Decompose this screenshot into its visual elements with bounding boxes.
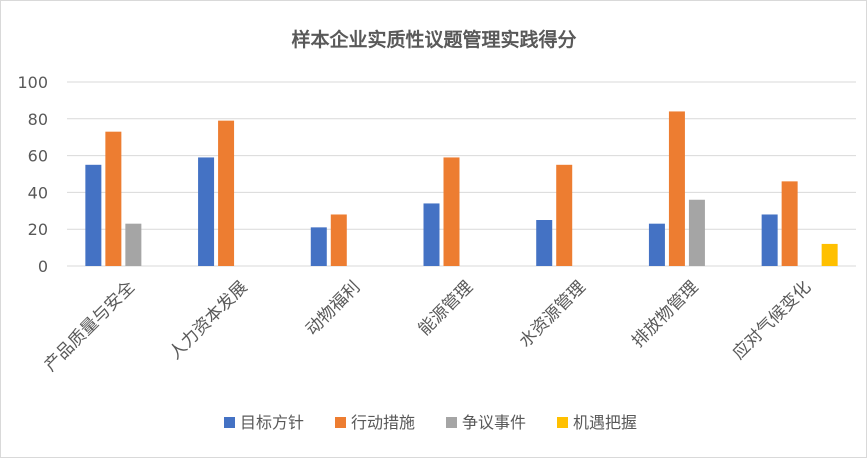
legend-label: 机遇把握	[573, 413, 637, 432]
y-tick-label: 20	[28, 220, 48, 239]
bar-2-2	[218, 120, 235, 266]
legend-item: 目标方针	[224, 413, 304, 432]
bar-2-6	[668, 111, 685, 266]
bar-1-7	[761, 214, 778, 266]
legend-swatch	[446, 417, 457, 428]
bars	[85, 111, 838, 266]
bar-2-1	[105, 131, 122, 266]
y-tick-label: 60	[28, 147, 48, 166]
bar-1-2	[198, 157, 215, 266]
bar-4-7	[821, 243, 838, 266]
x-category-label: 能源管理	[415, 277, 477, 339]
bar-1-3	[310, 227, 327, 266]
bar-1-6	[648, 223, 665, 266]
y-tick-label: 0	[38, 257, 48, 276]
x-category-label: 产品质量与安全	[41, 277, 139, 375]
bar-1-4	[423, 203, 440, 266]
bar-3-6	[688, 199, 705, 266]
y-tick-label: 100	[17, 73, 48, 92]
bar-3-1	[125, 223, 142, 266]
bar-1-1	[85, 164, 102, 266]
x-category-label: 动物福利	[302, 277, 364, 339]
x-category-label: 人力资本发展	[165, 277, 251, 363]
legend-swatch	[224, 417, 235, 428]
legend-label: 争议事件	[462, 413, 526, 432]
x-category-label: 应对气候变化	[729, 277, 815, 363]
bar-1-5	[536, 220, 553, 266]
bar-2-3	[330, 214, 347, 266]
legend: 目标方针 行动措施 争议事件 机遇把握	[224, 413, 637, 432]
legend-label: 目标方针	[240, 413, 304, 432]
legend-swatch	[557, 417, 568, 428]
legend-swatch	[335, 417, 346, 428]
x-axis-labels: 产品质量与安全 人力资本发展 动物福利 能源管理 水资源管理 排放物管理 应对气候变化	[41, 277, 816, 375]
bar-2-4	[443, 157, 460, 266]
y-tick-label: 40	[28, 183, 48, 202]
legend-item: 行动措施	[335, 413, 415, 432]
legend-label: 行动措施	[351, 413, 415, 432]
y-tick-label: 80	[28, 110, 48, 129]
bar-2-7	[781, 181, 798, 266]
gridlines	[67, 81, 856, 267]
legend-item: 机遇把握	[557, 413, 637, 432]
chart-title: 样本企业实质性议题管理实践得分	[291, 28, 576, 51]
legend-item: 争议事件	[446, 413, 526, 432]
bar-2-5	[556, 164, 573, 266]
y-axis-ticks: 0 20 40 60 80 100	[17, 73, 48, 276]
x-category-label: 排放物管理	[628, 277, 702, 351]
x-category-label: 水资源管理	[516, 277, 590, 351]
